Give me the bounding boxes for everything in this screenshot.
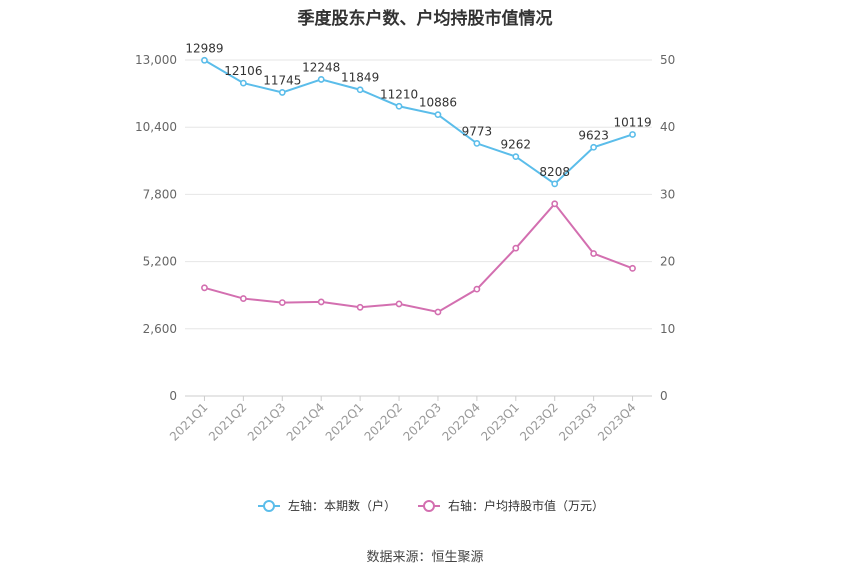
data-label: 10886 [419, 96, 457, 110]
legend-item-right: 右轴：户均持股市值（万元） [418, 498, 604, 513]
x-axis-tick-label: 2021Q4 [284, 400, 328, 444]
data-point-left [356, 86, 364, 94]
legend: 左轴：本期数（户） 右轴：户均持股市值（万元） [258, 498, 604, 513]
legend-label: 右轴：户均持股市值（万元） [448, 498, 604, 513]
data-point-right [395, 300, 403, 308]
x-axis-tick-label: 2023Q3 [556, 400, 600, 444]
data-point-left [629, 131, 636, 138]
data-point-left [434, 111, 442, 119]
left-axis-tick-label: 0 [169, 389, 177, 403]
left-axis-tick-label: 10,400 [135, 120, 177, 134]
chart-title: 季度股东户数、户均持股市值情况 [297, 9, 553, 29]
data-label: 12248 [302, 60, 340, 74]
legend-marker-icon [423, 500, 435, 512]
x-axis-tick-label: 2022Q2 [362, 400, 406, 444]
data-point-right [551, 200, 559, 208]
right-axis-tick-label: 50 [660, 53, 675, 67]
series-line-right [204, 202, 633, 314]
source-note: 数据来源：恒生聚源 [366, 550, 484, 565]
data-point-left [512, 153, 520, 161]
data-point-right [473, 285, 481, 293]
data-point-left [395, 102, 403, 110]
data-point-right [356, 303, 364, 311]
data-label: 9773 [462, 124, 493, 138]
legend-label: 左轴：本期数（户） [288, 498, 396, 513]
data-point-right [590, 250, 598, 257]
x-axis-tick-label: 2021Q1 [167, 400, 211, 444]
data-point-right [201, 284, 208, 292]
x-axis-tick-label: 2021Q2 [206, 400, 250, 444]
data-label: 9623 [578, 128, 609, 142]
left-axis-tick-label: 13,000 [135, 53, 177, 67]
left-axis-tick-label: 5,200 [143, 255, 177, 269]
data-label: 11210 [380, 87, 418, 101]
left-axis-tick-label: 7,800 [143, 187, 177, 201]
right-axis-tick-label: 40 [660, 120, 675, 134]
data-label: 10119 [613, 115, 651, 129]
data-point-right [434, 308, 442, 316]
x-axis-tick-label: 2022Q1 [323, 400, 367, 444]
x-axis-tick-label: 2022Q4 [439, 400, 483, 444]
data-label: 11849 [341, 71, 379, 85]
series-line-left [203, 59, 633, 186]
right-axis-tick-label: 20 [660, 255, 675, 269]
data-label: 8208 [539, 165, 570, 179]
data-point-left [473, 140, 481, 147]
data-label: 11745 [263, 73, 301, 87]
legend-marker-icon [263, 500, 275, 512]
legend-item-left: 左轴：本期数（户） [258, 498, 396, 513]
data-point-right [239, 295, 247, 302]
data-label: 12106 [224, 64, 262, 78]
data-point-right [629, 264, 636, 272]
x-axis-tick-label: 2022Q3 [401, 400, 445, 444]
data-point-left [590, 143, 598, 151]
data-label: 9262 [501, 138, 532, 152]
x-axis-tick-label: 2023Q2 [517, 400, 561, 444]
series-right [201, 200, 636, 316]
x-axis-tick-label: 2021Q3 [245, 400, 289, 444]
right-axis-tick-label: 30 [660, 187, 675, 201]
left-axis-tick-label: 2,600 [143, 322, 177, 336]
data-point-left [278, 89, 286, 96]
data-point-right [278, 299, 286, 306]
grid-lines [185, 59, 652, 330]
data-label: 12989 [185, 41, 223, 55]
axes: 0 2,600 5,200 7,800 10,400 13,000 0 10 20 30 40 50 2… [135, 53, 675, 444]
x-axis-tick-label: 2023Q1 [478, 400, 522, 444]
data-point-left [201, 56, 208, 64]
data-point-left [239, 79, 247, 87]
data-point-left [551, 180, 559, 188]
x-axis-tick-label: 2023Q4 [595, 400, 639, 444]
right-axis-tick-label: 0 [660, 389, 668, 403]
data-point-left [317, 76, 325, 83]
data-point-right [512, 244, 520, 252]
data-point-right [317, 298, 325, 306]
right-axis-tick-label: 10 [660, 322, 675, 336]
